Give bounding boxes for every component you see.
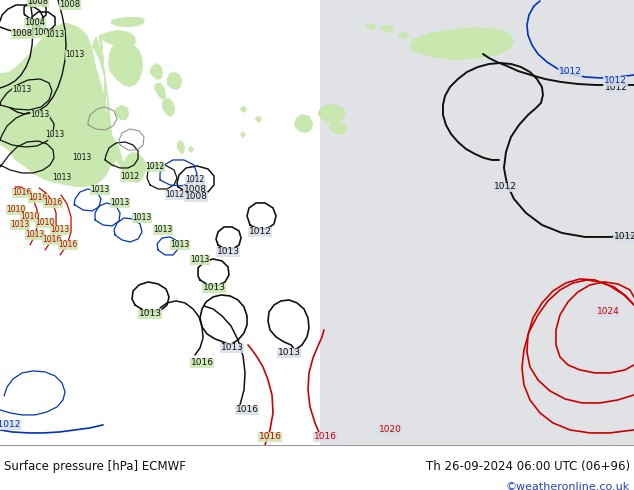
Polygon shape	[318, 104, 346, 123]
Text: 1012: 1012	[186, 175, 205, 184]
Text: 1016: 1016	[42, 236, 61, 245]
Polygon shape	[162, 98, 175, 117]
Text: 1008: 1008	[27, 0, 49, 6]
Text: 1008: 1008	[184, 193, 207, 201]
Text: 1024: 1024	[597, 307, 619, 317]
Text: Surface pressure [hPa] ECMWF: Surface pressure [hPa] ECMWF	[4, 460, 186, 473]
Polygon shape	[167, 72, 182, 90]
Polygon shape	[154, 83, 166, 100]
Text: 1013: 1013	[217, 247, 240, 256]
Text: 1008: 1008	[60, 0, 81, 9]
Polygon shape	[99, 35, 106, 125]
Polygon shape	[329, 121, 347, 134]
Text: 1004: 1004	[25, 19, 46, 27]
Text: 1016: 1016	[29, 194, 48, 202]
Polygon shape	[365, 23, 377, 30]
Text: 1013: 1013	[51, 225, 70, 234]
Text: 1013: 1013	[139, 310, 162, 318]
Polygon shape	[108, 41, 143, 87]
Text: 1016: 1016	[13, 189, 32, 197]
Polygon shape	[188, 146, 194, 153]
Text: 1013: 1013	[133, 214, 152, 222]
Text: 1020: 1020	[378, 425, 401, 435]
Text: 1013: 1013	[10, 220, 30, 229]
Text: 1010: 1010	[20, 213, 40, 221]
Text: 1016: 1016	[191, 358, 214, 368]
Text: 1016: 1016	[313, 432, 337, 441]
Polygon shape	[177, 140, 185, 154]
Text: Th 26-09-2024 06:00 UTC (06+96): Th 26-09-2024 06:00 UTC (06+96)	[426, 460, 630, 473]
Polygon shape	[320, 0, 634, 445]
Text: 1010: 1010	[36, 219, 55, 227]
Polygon shape	[92, 37, 115, 167]
Text: 1013: 1013	[46, 130, 65, 140]
Polygon shape	[150, 63, 163, 80]
Polygon shape	[398, 32, 409, 40]
Text: 1013: 1013	[72, 153, 92, 163]
Text: 1013: 1013	[13, 85, 32, 95]
Text: 1016: 1016	[58, 241, 78, 249]
Polygon shape	[410, 27, 514, 60]
Text: 1013: 1013	[153, 225, 172, 234]
Text: 1008: 1008	[11, 29, 32, 39]
Text: 1013: 1013	[171, 241, 190, 249]
Polygon shape	[294, 114, 313, 133]
Text: 1013: 1013	[278, 348, 301, 357]
Polygon shape	[240, 106, 247, 113]
Text: 1016: 1016	[259, 432, 281, 441]
Text: 1013: 1013	[221, 343, 243, 352]
Text: 1008: 1008	[183, 186, 207, 195]
Text: 1013: 1013	[46, 30, 65, 40]
Text: 1013: 1013	[190, 255, 210, 265]
Text: 1012: 1012	[249, 227, 271, 237]
Text: 1012: 1012	[145, 163, 165, 172]
Polygon shape	[255, 116, 262, 123]
Text: 1012: 1012	[559, 68, 581, 76]
Text: 1016: 1016	[43, 198, 63, 207]
Text: 1013: 1013	[202, 283, 226, 293]
Text: 1013: 1013	[65, 50, 85, 59]
Text: 1012: 1012	[165, 191, 184, 199]
Text: 1010: 1010	[6, 205, 26, 215]
Text: 1012: 1012	[604, 83, 628, 93]
Text: 1012: 1012	[604, 76, 626, 85]
Polygon shape	[240, 132, 246, 138]
Text: ©weatheronline.co.uk: ©weatheronline.co.uk	[506, 482, 630, 490]
Text: 1013: 1013	[53, 173, 72, 182]
Polygon shape	[114, 105, 129, 120]
Text: 1016: 1016	[235, 405, 259, 415]
Text: 1013: 1013	[110, 198, 130, 207]
Polygon shape	[110, 17, 145, 27]
Text: 1013: 1013	[91, 186, 110, 195]
Text: ~1012: ~1012	[0, 420, 20, 429]
Polygon shape	[0, 0, 146, 187]
Text: 1012: 1012	[120, 172, 139, 181]
Text: 1013: 1013	[30, 110, 49, 120]
Polygon shape	[490, 0, 634, 165]
Text: 1012: 1012	[614, 232, 634, 242]
Text: 1013: 1013	[25, 230, 44, 240]
Polygon shape	[98, 30, 136, 48]
Polygon shape	[380, 25, 394, 33]
Text: 1008: 1008	[34, 28, 55, 38]
Text: 1012: 1012	[493, 182, 517, 192]
